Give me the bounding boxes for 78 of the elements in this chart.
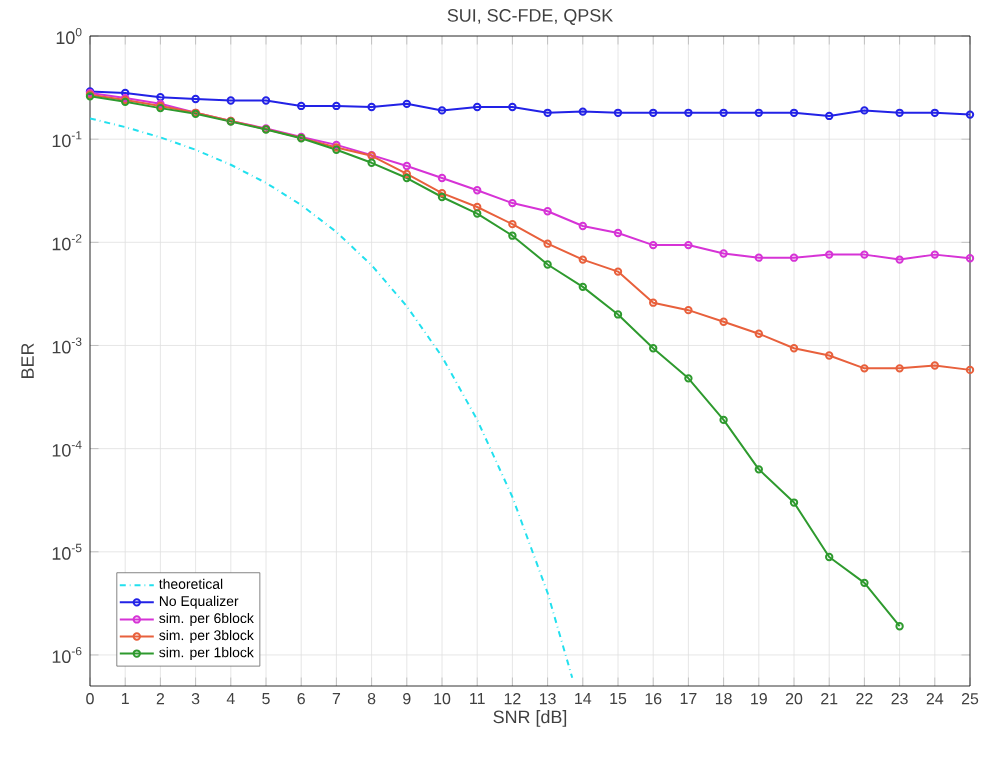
point (684, 374, 693, 383)
y-axis-title: BER (21, 343, 34, 378)
point (719, 249, 728, 258)
point (895, 108, 904, 118)
point (402, 99, 411, 109)
point (191, 94, 200, 104)
point (895, 255, 904, 264)
point (825, 552, 834, 562)
point (367, 158, 376, 167)
point (261, 96, 271, 105)
point (684, 108, 693, 118)
point (578, 255, 587, 264)
point (719, 415, 728, 425)
y-tick-label: 10$^{-2}$ (52, 234, 82, 251)
point (508, 231, 517, 240)
point (613, 267, 623, 276)
chart-title: SUI, SC-FDE, QPSK (447, 9, 613, 25)
point (508, 102, 517, 112)
y-tick-label: 10$^{-3}$ (52, 337, 82, 354)
point (543, 207, 552, 216)
point (226, 96, 235, 105)
point (895, 364, 904, 373)
point (930, 108, 939, 118)
point (754, 108, 763, 118)
y-tick-label: 10$^{-1}$ (52, 131, 82, 148)
point (473, 102, 482, 112)
point (649, 344, 658, 353)
point (543, 108, 552, 118)
point (754, 253, 763, 262)
point (543, 239, 552, 248)
point (754, 465, 763, 474)
point (332, 101, 341, 111)
point (789, 108, 799, 118)
point (649, 298, 658, 307)
point (578, 282, 587, 292)
point (543, 260, 552, 269)
point (508, 219, 517, 229)
point (789, 344, 799, 353)
point (613, 108, 623, 118)
point (649, 240, 658, 250)
point (437, 106, 447, 115)
point (473, 209, 482, 218)
point (613, 310, 623, 319)
point (613, 228, 623, 238)
point (754, 329, 763, 338)
point (789, 498, 799, 507)
point (719, 108, 728, 118)
point (860, 250, 869, 259)
point (860, 364, 869, 373)
point (684, 240, 693, 250)
y-tick-label: 10$^{0}$ (56, 27, 82, 45)
y-tick-label: 10$^{-6}$ (52, 646, 82, 664)
point (789, 253, 799, 262)
point (860, 578, 869, 588)
point (473, 202, 482, 212)
x-axis-title: SNR [dB] (493, 710, 567, 727)
point (121, 88, 130, 98)
point (825, 351, 834, 360)
point (473, 186, 482, 195)
point (437, 173, 447, 183)
point (825, 111, 834, 121)
point (508, 198, 517, 208)
point (684, 305, 693, 315)
y-tick-label: 10$^{-4}$ (52, 440, 82, 457)
point (578, 107, 587, 116)
point (930, 250, 939, 259)
line-series (90, 117, 574, 679)
point (649, 108, 658, 118)
point (930, 361, 939, 370)
point (578, 221, 587, 231)
point (719, 317, 728, 326)
point (297, 101, 306, 111)
point (367, 102, 376, 112)
point (825, 250, 834, 259)
point (402, 161, 411, 171)
y-tick-label: 10$^{-5}$ (52, 543, 82, 560)
point (156, 93, 165, 102)
point (860, 106, 869, 115)
